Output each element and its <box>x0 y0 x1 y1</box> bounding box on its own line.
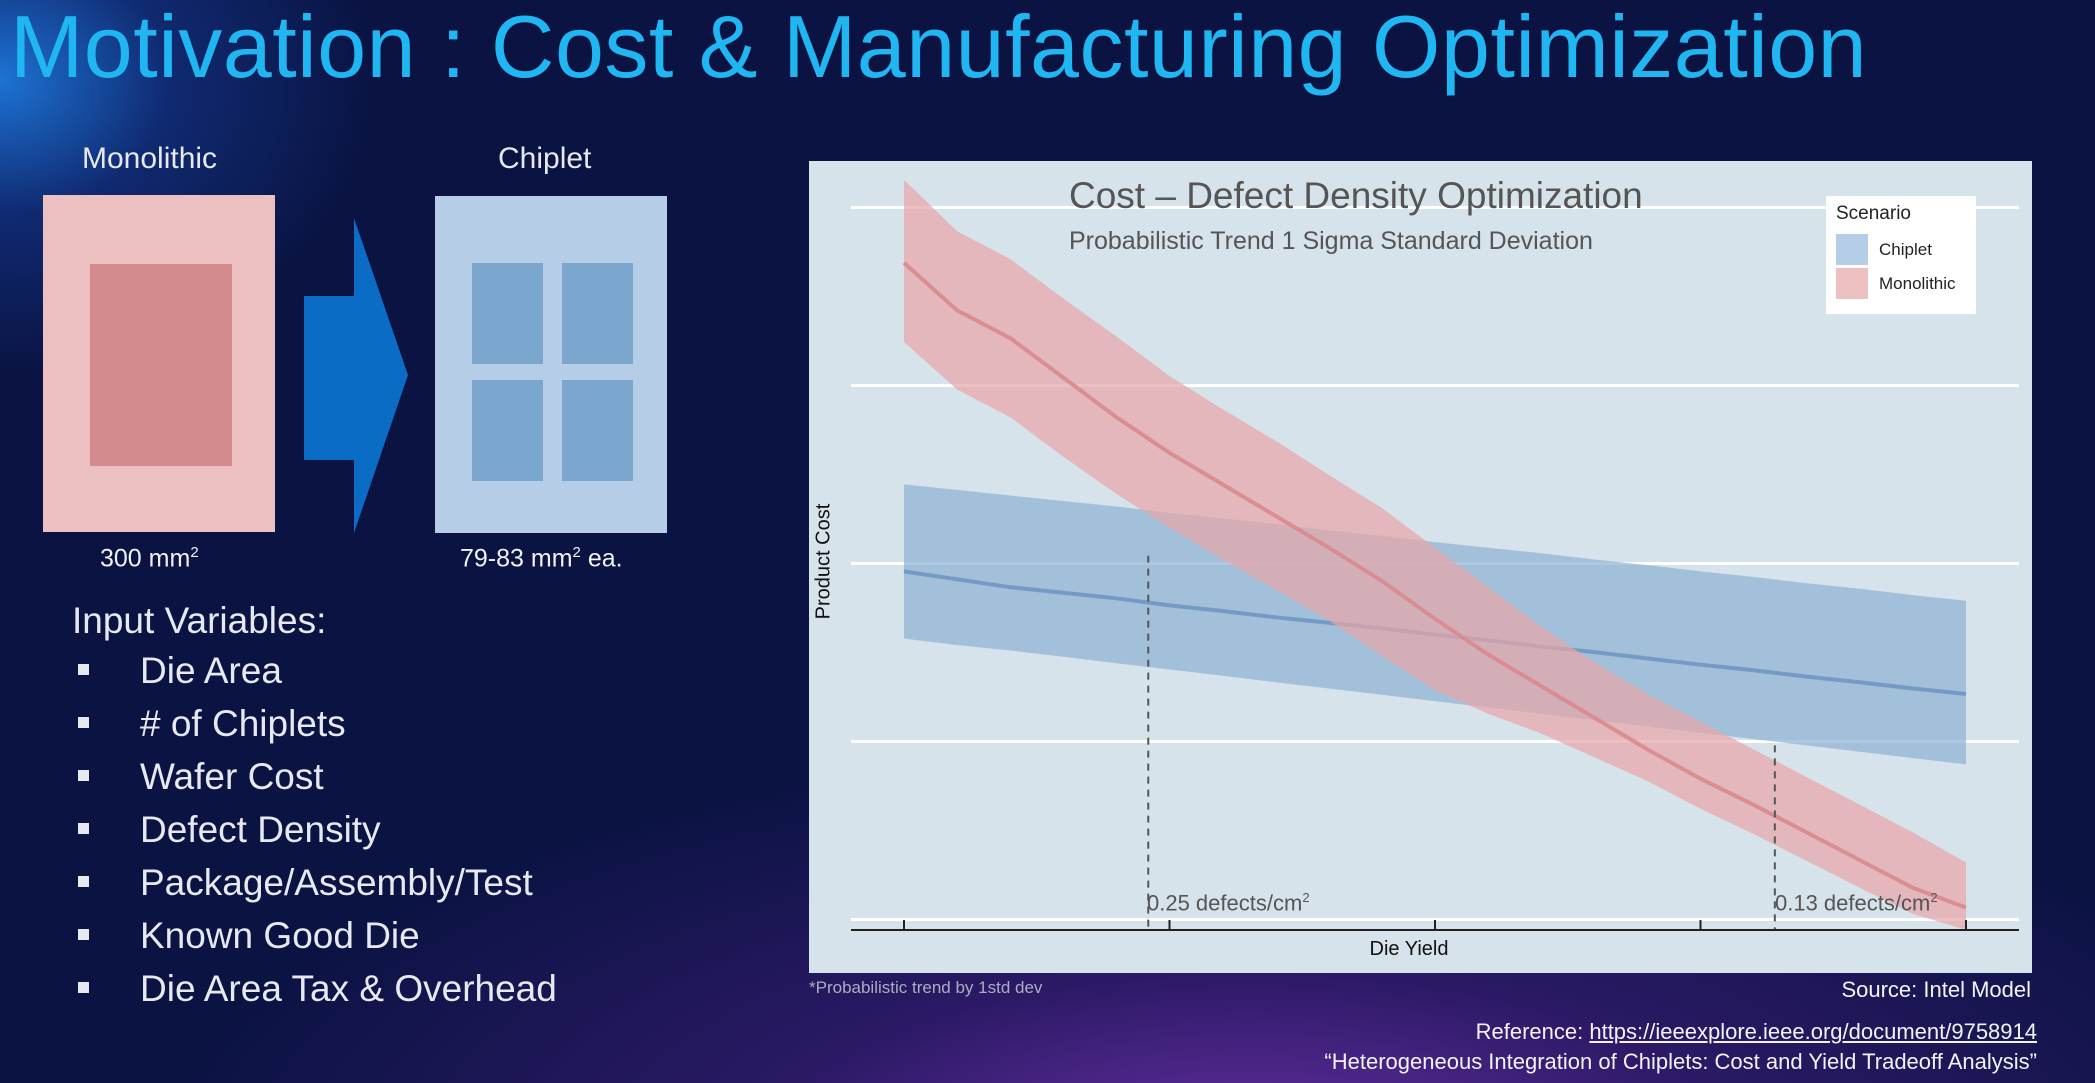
input-variables-list: Die Area # of Chiplets Wafer Cost Defect… <box>72 650 557 1021</box>
list-item: Defect Density <box>72 809 557 862</box>
list-item: Die Area <box>72 650 557 703</box>
bullet-icon <box>78 929 89 940</box>
band-monolithic <box>904 179 1966 930</box>
list-item: Wafer Cost <box>72 756 557 809</box>
chiplet-area: 79-83 mm2 ea. <box>460 544 623 573</box>
monolithic-label: Monolithic <box>82 142 218 175</box>
legend-swatch-chiplet <box>1836 234 1868 265</box>
chart-plot <box>851 179 2019 931</box>
legend-entry-chiplet: Chiplet <box>1879 240 1932 259</box>
chiplet-label: Chiplet <box>498 142 592 175</box>
paper-title: “Heterogeneous Integration of Chiplets: … <box>1324 1049 2037 1074</box>
legend-title: Scenario <box>1836 203 1911 224</box>
annotation-label-1: 0.25 defects/cm2 <box>1147 890 1310 916</box>
bullet-icon <box>78 876 89 887</box>
bullet-icon <box>78 982 89 993</box>
monolithic-die <box>90 264 232 466</box>
chart-footnote: *Probabilistic trend by 1std dev <box>809 978 1043 997</box>
chart-subtitle: Probabilistic Trend 1 Sigma Standard Dev… <box>1069 227 1593 255</box>
chiplet-die <box>562 380 633 481</box>
reference-link[interactable]: https://ieeexplore.ieee.org/document/975… <box>1589 1019 2037 1044</box>
reference-line: Reference: https://ieeexplore.ieee.org/d… <box>1475 1019 2037 1044</box>
chiplet-package <box>435 196 667 533</box>
bullet-icon <box>78 823 89 834</box>
list-item: Known Good Die <box>72 915 557 968</box>
chiplet-die <box>562 263 633 364</box>
input-variables-heading: Input Variables: <box>72 600 327 641</box>
chiplet-die <box>472 380 543 481</box>
chiplet-die <box>472 263 543 364</box>
bullet-icon <box>78 770 89 781</box>
legend-swatch-monolithic <box>1836 268 1868 299</box>
mean-line-monolithic <box>902 261 1967 910</box>
chart-title: Cost – Defect Density Optimization <box>1069 175 1643 216</box>
slide-title: Motivation : Cost & Manufacturing Optimi… <box>10 0 1868 96</box>
bullet-icon <box>78 664 89 675</box>
source-note: Source: Intel Model <box>1841 977 2031 1002</box>
x-axis-label: Die Yield <box>1369 938 1449 960</box>
arrow-right-icon <box>304 218 408 533</box>
bullet-icon <box>78 717 89 728</box>
cost-chart: Cost – Defect Density Optimization Proba… <box>809 161 2032 973</box>
legend-entry-monolithic: Monolithic <box>1879 274 1956 293</box>
monolithic-area: 300 mm2 <box>100 544 199 573</box>
y-axis-label: Product Cost <box>812 503 835 620</box>
list-item: # of Chiplets <box>72 703 557 756</box>
list-item: Package/Assembly/Test <box>72 862 557 915</box>
annotation-label-2: 0.13 defects/cm2 <box>1775 890 1938 916</box>
chart-legend: Scenario Chiplet Monolithic <box>1826 196 1976 314</box>
list-item: Die Area Tax & Overhead <box>72 968 557 1021</box>
